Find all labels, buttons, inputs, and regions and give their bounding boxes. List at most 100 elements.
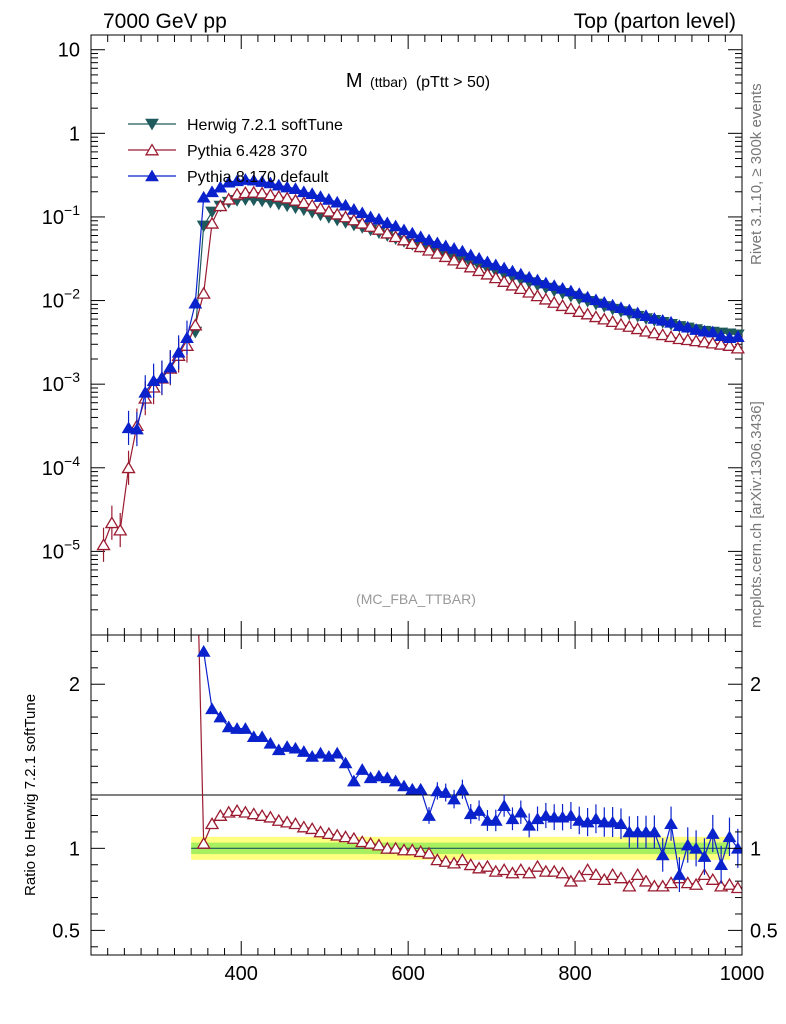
- data-point-pythia6: [688, 334, 704, 347]
- data-point-pythia8: [355, 206, 370, 219]
- ratio-y-tick-label-right: 0.5: [750, 920, 778, 942]
- ratio-point-pythia8: [680, 838, 695, 851]
- ratio-point-pythia8: [330, 746, 345, 759]
- data-point-pythia8: [188, 296, 203, 309]
- legend-marker: [145, 169, 159, 182]
- ratio-point-pythia8: [480, 814, 495, 826]
- ratio-point-pythia6: [480, 859, 495, 872]
- data-point-pythia8: [155, 371, 169, 383]
- legend-marker: [144, 143, 160, 156]
- ratio-point-pythia6: [330, 828, 345, 841]
- data-point-pythia8: [480, 255, 495, 268]
- data-point-pythia6: [305, 198, 320, 211]
- ratio-point-pythia8: [238, 722, 253, 734]
- ratio-point-pythia8: [722, 830, 737, 843]
- ratio-point-pythia6: [430, 853, 445, 866]
- data-point-pythia8: [538, 276, 553, 289]
- data-point-pythia8: [280, 180, 295, 193]
- ratio-point-pythia8: [230, 722, 244, 734]
- y-tick-base: 10: [42, 374, 64, 396]
- data-point-pythia6: [279, 191, 295, 204]
- data-point-pythia8: [296, 185, 311, 198]
- ratio-point-pythia8: [572, 814, 587, 826]
- ratio-point-pythia6: [338, 830, 353, 843]
- legend-item-pythia8: Pythia 8.170 default: [128, 169, 329, 186]
- data-point-pythia6: [480, 267, 495, 280]
- ratio-point-pythia6: [622, 879, 637, 892]
- ratio-point-pythia8: [288, 741, 303, 754]
- data-point-pythia6: [188, 318, 203, 331]
- ratio-point-pythia6: [246, 807, 261, 820]
- data-point-pythia8: [697, 324, 712, 337]
- ratio-point-pythia6: [530, 859, 545, 872]
- y-tick-exponent: −4: [64, 453, 80, 469]
- ratio-frame: [90, 634, 743, 956]
- data-point-pythia8: [530, 273, 545, 286]
- ratio-y-tick-label-left: 2: [69, 674, 80, 696]
- ratio-point-pythia8: [630, 825, 645, 838]
- data-point-pythia6: [346, 213, 362, 226]
- data-point-pythia6: [204, 216, 220, 229]
- data-point-pythia8: [171, 345, 186, 358]
- data-point-pythia6: [104, 516, 120, 529]
- data-point-pythia6: [246, 185, 261, 198]
- data-point-pythia6: [196, 286, 211, 299]
- ratio-point-pythia6: [355, 835, 370, 848]
- ratio-y-tick-label-right: 1: [750, 838, 761, 860]
- ratio-point-pythia6: [279, 815, 295, 828]
- x-tick-label: 1000: [720, 963, 765, 985]
- data-point-pythia6: [396, 233, 412, 246]
- data-point-pythia8: [238, 173, 253, 185]
- ratio-point-pythia8: [438, 786, 453, 798]
- data-point-pythia6: [705, 336, 720, 349]
- reference-band: [191, 836, 731, 860]
- ratio-point-pythia6: [455, 853, 470, 866]
- data-point-pythia6: [555, 298, 570, 312]
- ratio-point-pythia8: [280, 740, 295, 752]
- ratio-series-pythia6: [196, 635, 742, 894]
- ratio-point-pythia8: [422, 809, 436, 821]
- data-point-pythia8: [138, 385, 153, 398]
- rivet-label: Rivet 3.1.10, ≥ 300k events: [748, 83, 765, 265]
- data-point-pythia6: [271, 189, 286, 202]
- data-point-pythia8: [513, 267, 528, 280]
- ratio-point-pythia6: [346, 831, 362, 844]
- ratio-point-pythia6: [321, 826, 337, 840]
- data-point-pythia6: [446, 253, 462, 266]
- data-point-pythia6: [638, 324, 654, 337]
- ratio-point-pythia6: [380, 841, 395, 854]
- ratio-point-pythia6: [413, 844, 428, 858]
- data-point-pythia6: [455, 256, 470, 269]
- data-point-pythia6: [655, 328, 670, 341]
- ratio-point-pythia8: [205, 702, 219, 715]
- y-tick-exponent: −2: [64, 286, 80, 302]
- data-point-pythia8: [630, 306, 645, 319]
- watermark: (MC_FBA_TTBAR): [356, 591, 476, 607]
- main-axis-ticks: [91, 35, 743, 635]
- ratio-point-pythia8: [664, 817, 678, 830]
- data-point-pythia8: [372, 212, 386, 225]
- ratio-point-pythia8: [263, 736, 278, 749]
- ratio-point-pythia8: [213, 710, 228, 723]
- ratio-point-pythia6: [638, 874, 654, 887]
- ratio-point-pythia8: [246, 730, 261, 743]
- y-tick-base: 1: [69, 123, 80, 145]
- data-point-pythia8: [405, 226, 420, 239]
- data-point-pythia6: [313, 201, 328, 214]
- ratio-point-pythia6: [496, 862, 512, 876]
- header-left: 7000 GeV pp: [103, 10, 227, 33]
- data-point-pythia8: [338, 198, 353, 211]
- ratio-point-pythia6: [705, 872, 720, 885]
- data-point-pythia8: [363, 210, 378, 223]
- data-point-pythia6: [605, 314, 620, 328]
- ratio-point-pythia8: [488, 814, 503, 826]
- ratio-point-pythia6: [630, 867, 645, 881]
- ratio-point-pythia8: [397, 779, 411, 792]
- ratio-point-pythia8: [597, 815, 612, 828]
- y-tick-label: 10: [58, 40, 80, 62]
- data-point-pythia6: [254, 186, 270, 199]
- data-point-pythia8: [388, 219, 403, 232]
- ratio-point-pythia8: [430, 784, 445, 797]
- ratio-point-pythia6: [271, 813, 286, 826]
- ratio-point-pythia8: [447, 792, 461, 805]
